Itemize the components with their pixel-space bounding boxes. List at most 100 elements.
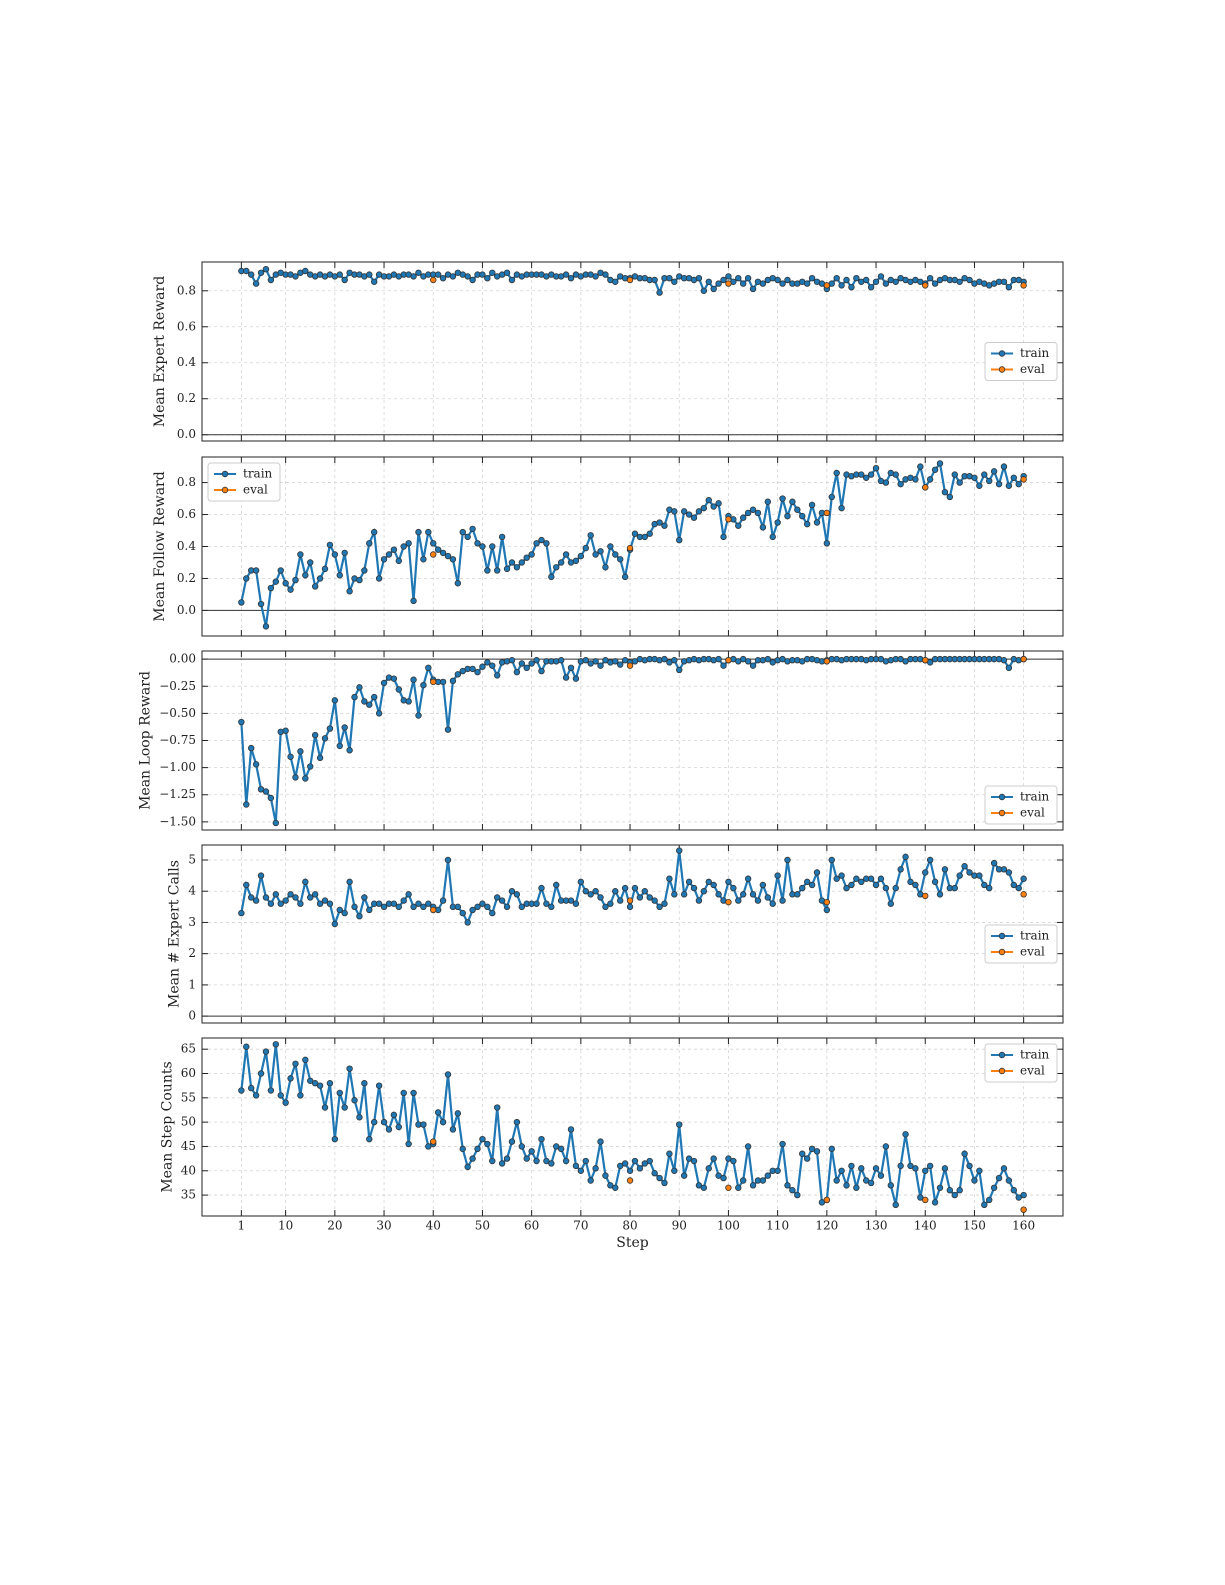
data-point bbox=[400, 1089, 407, 1097]
data-point bbox=[464, 1163, 471, 1171]
data-point bbox=[833, 274, 840, 282]
data-point bbox=[331, 920, 339, 928]
data-point bbox=[695, 274, 703, 282]
data-point bbox=[454, 580, 462, 587]
data-point bbox=[892, 1201, 899, 1209]
data-point bbox=[351, 903, 358, 911]
data-point bbox=[252, 567, 260, 574]
data-point bbox=[799, 512, 806, 520]
data-point bbox=[1000, 866, 1008, 873]
data-point bbox=[538, 884, 545, 892]
data-point bbox=[474, 668, 481, 676]
data-point bbox=[361, 698, 368, 705]
series-line bbox=[240, 1044, 1025, 1208]
data-point bbox=[543, 1157, 550, 1165]
data-point bbox=[922, 484, 929, 491]
data-point bbox=[380, 679, 388, 687]
data-point bbox=[262, 1048, 270, 1055]
data-point bbox=[744, 509, 752, 517]
plot-frame bbox=[201, 844, 1064, 1024]
legend: train eval bbox=[984, 342, 1058, 381]
data-point bbox=[730, 884, 737, 892]
data-point bbox=[774, 276, 781, 284]
data-point bbox=[922, 282, 929, 289]
data-point bbox=[252, 1092, 260, 1099]
x-tick-label: 40 bbox=[426, 1219, 441, 1233]
data-point bbox=[464, 273, 471, 280]
data-point bbox=[1010, 474, 1017, 481]
data-point bbox=[833, 469, 840, 477]
data-point bbox=[336, 572, 343, 579]
data-point bbox=[636, 1165, 644, 1172]
data-point bbox=[1020, 476, 1027, 483]
data-point bbox=[518, 1143, 525, 1150]
data-point bbox=[808, 274, 816, 282]
data-point bbox=[469, 276, 476, 284]
data-point bbox=[676, 1121, 683, 1128]
data-point bbox=[577, 552, 585, 560]
data-point bbox=[267, 276, 275, 284]
x-tick-label: 10 bbox=[278, 1219, 293, 1233]
data-point bbox=[602, 1172, 609, 1179]
data-point bbox=[803, 280, 811, 287]
data-point bbox=[631, 1157, 639, 1165]
data-point bbox=[735, 1184, 742, 1191]
data-point bbox=[853, 274, 860, 282]
data-point bbox=[282, 897, 289, 904]
data-point bbox=[995, 1174, 1003, 1182]
data-point bbox=[685, 1155, 693, 1162]
data-point bbox=[715, 280, 722, 287]
data-point bbox=[941, 1165, 949, 1172]
data-point bbox=[720, 1174, 727, 1182]
data-point bbox=[990, 1184, 998, 1191]
plot-area bbox=[202, 845, 1063, 1023]
data-point bbox=[434, 546, 442, 553]
data-point bbox=[439, 1118, 447, 1126]
data-point bbox=[1005, 283, 1013, 291]
data-point bbox=[1020, 875, 1027, 882]
data-point bbox=[523, 1155, 530, 1162]
data-point bbox=[361, 894, 368, 901]
data-point bbox=[749, 506, 757, 513]
data-point bbox=[626, 897, 634, 904]
data-point bbox=[508, 888, 516, 895]
data-point bbox=[720, 662, 727, 669]
data-point bbox=[779, 495, 786, 502]
data-point bbox=[926, 856, 934, 864]
data-point bbox=[656, 519, 663, 526]
x-tick-label: 50 bbox=[475, 1219, 490, 1233]
data-point bbox=[272, 578, 279, 585]
data-point bbox=[498, 897, 506, 904]
data-point bbox=[341, 909, 348, 917]
data-point bbox=[395, 903, 402, 911]
data-point bbox=[307, 559, 314, 566]
data-point bbox=[602, 564, 609, 571]
data-point bbox=[405, 1140, 412, 1148]
data-point bbox=[282, 580, 289, 587]
data-point bbox=[292, 894, 299, 901]
data-point bbox=[1020, 1206, 1027, 1213]
data-point bbox=[931, 1199, 939, 1206]
data-point bbox=[346, 878, 353, 886]
data-point bbox=[912, 881, 919, 889]
data-point bbox=[986, 477, 993, 485]
data-point bbox=[720, 276, 727, 284]
subplot: 0.0 0.2 0.4 0.6 0.8 Mean Follow Reward train ev… bbox=[152, 456, 1064, 637]
data-point bbox=[503, 903, 511, 911]
data-point bbox=[518, 660, 525, 667]
data-point bbox=[744, 274, 752, 282]
data-point bbox=[375, 900, 383, 907]
y-tick-label: −0.50 bbox=[159, 706, 196, 720]
legend-label: eval bbox=[1020, 945, 1045, 959]
data-point bbox=[444, 1071, 452, 1078]
legend: train eval bbox=[984, 1043, 1058, 1083]
data-point bbox=[740, 1177, 747, 1184]
y-tick-label: 0.8 bbox=[177, 283, 196, 297]
data-point bbox=[661, 900, 668, 907]
y-tick-label: 35 bbox=[181, 1188, 196, 1202]
data-point bbox=[931, 466, 939, 473]
y-tick-label: −1.50 bbox=[159, 814, 196, 828]
data-point bbox=[464, 533, 471, 541]
data-point bbox=[371, 693, 378, 701]
data-point bbox=[867, 283, 875, 291]
